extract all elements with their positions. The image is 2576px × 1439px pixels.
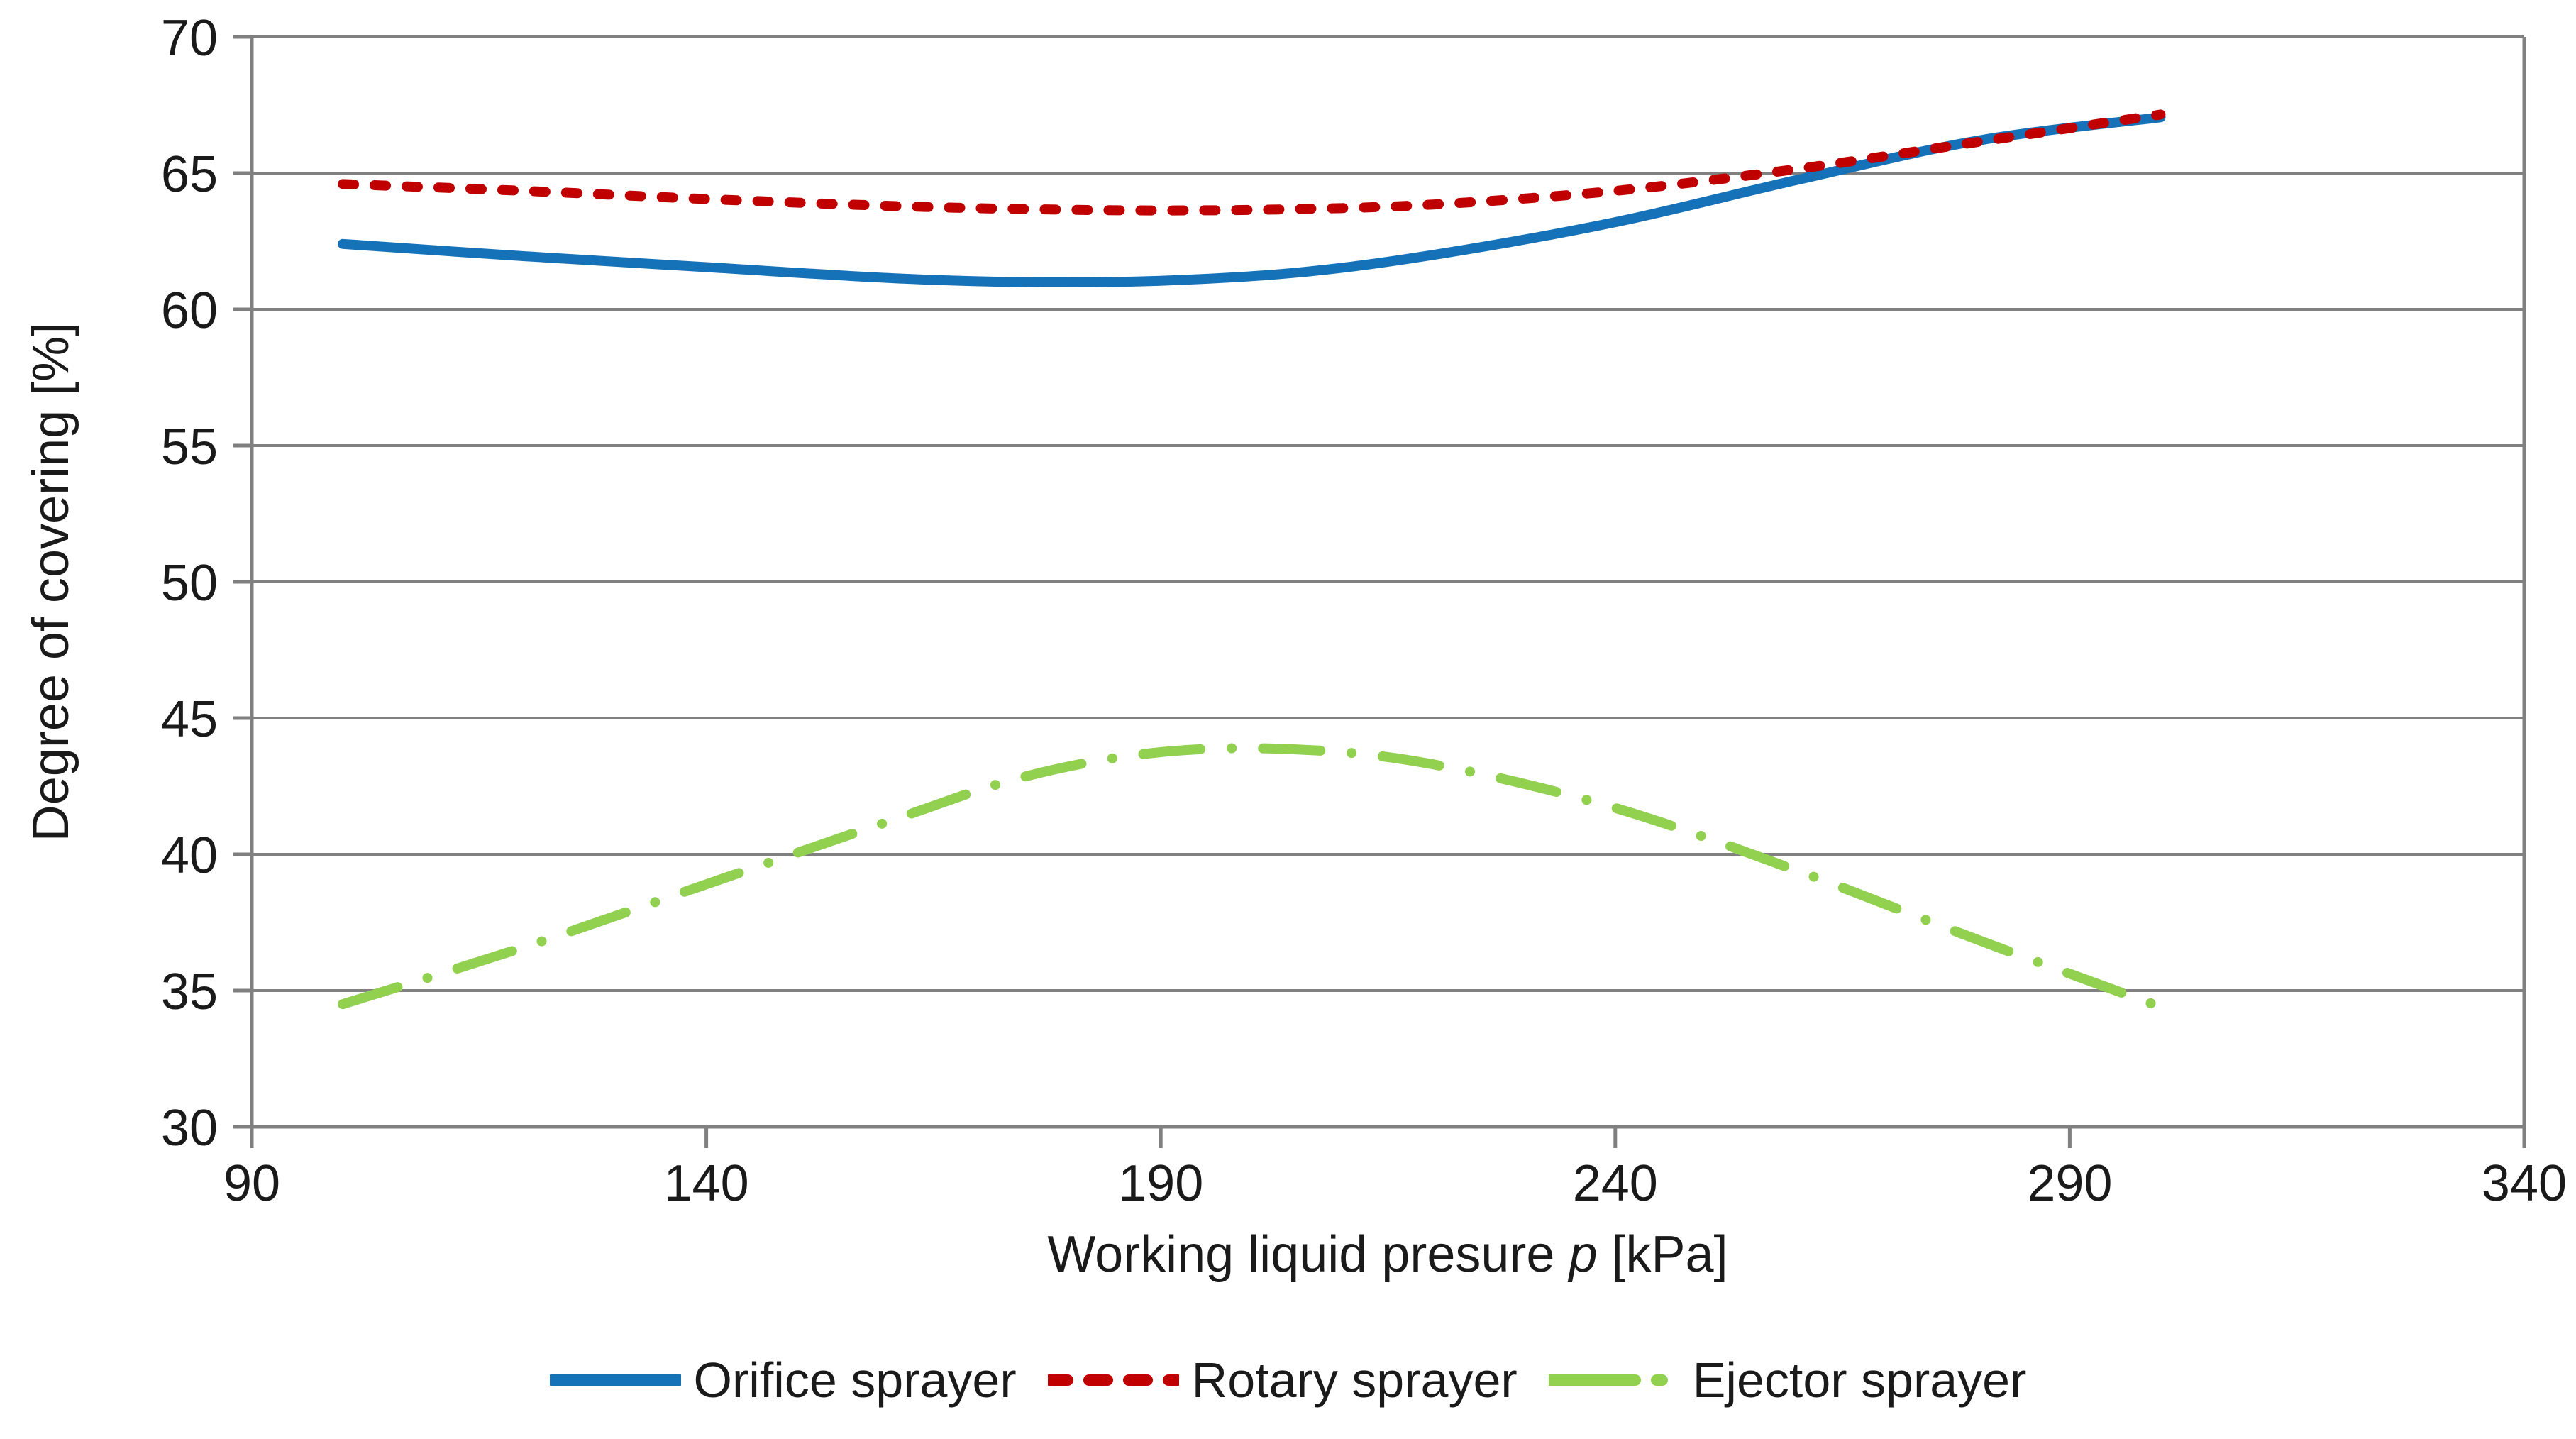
legend-item-orifice-sprayer: Orifice sprayer (549, 1352, 1017, 1408)
legend-swatch-dash-dot (1548, 1374, 1680, 1386)
chart-legend: Orifice sprayer Rotary sprayer Ejector spr… (0, 1352, 2576, 1408)
x-axis-title-variable: p (1567, 1226, 1597, 1283)
y-tick-label: 30 (161, 1100, 218, 1157)
series-line-orifice-sprayer (338, 112, 2166, 287)
y-tick-label: 60 (161, 282, 218, 339)
legend-swatch-solid (549, 1374, 681, 1386)
series-line-rotary-sprayer (338, 109, 2166, 216)
x-tick-label: 140 (664, 1155, 749, 1212)
legend-label: Orifice sprayer (693, 1352, 1017, 1408)
gridlines (252, 35, 2524, 992)
x-tick-label: 90 (223, 1155, 280, 1212)
series-line-ejector-sprayer (338, 743, 2166, 1012)
y-axis-title: Degree of covering [%] (23, 322, 79, 842)
x-tick-label: 190 (1118, 1155, 1203, 1212)
legend-item-ejector-sprayer: Ejector sprayer (1548, 1352, 2027, 1408)
legend-label: Rotary sprayer (1191, 1352, 1518, 1408)
y-tick-label: 65 (161, 146, 218, 203)
y-tick-label: 70 (161, 10, 218, 67)
y-tick-label: 40 (161, 827, 218, 884)
x-axis-title: Working liquid presure p [kPa] (1047, 1226, 1728, 1283)
x-tick-label: 290 (2027, 1155, 2112, 1212)
legend-item-rotary-sprayer: Rotary sprayer (1047, 1352, 1518, 1408)
tick-marks (233, 35, 2526, 1148)
y-tick-label: 50 (161, 555, 218, 612)
x-tick-label: 240 (1573, 1155, 1658, 1212)
legend-swatch-dashed (1047, 1374, 1179, 1386)
series-curves (338, 109, 2166, 1012)
legend-label: Ejector sprayer (1692, 1352, 2027, 1408)
y-tick-label: 55 (161, 419, 218, 475)
x-tick-label: 340 (2482, 1155, 2567, 1212)
y-tick-label: 35 (161, 964, 218, 1020)
y-tick-label: 45 (161, 691, 218, 748)
